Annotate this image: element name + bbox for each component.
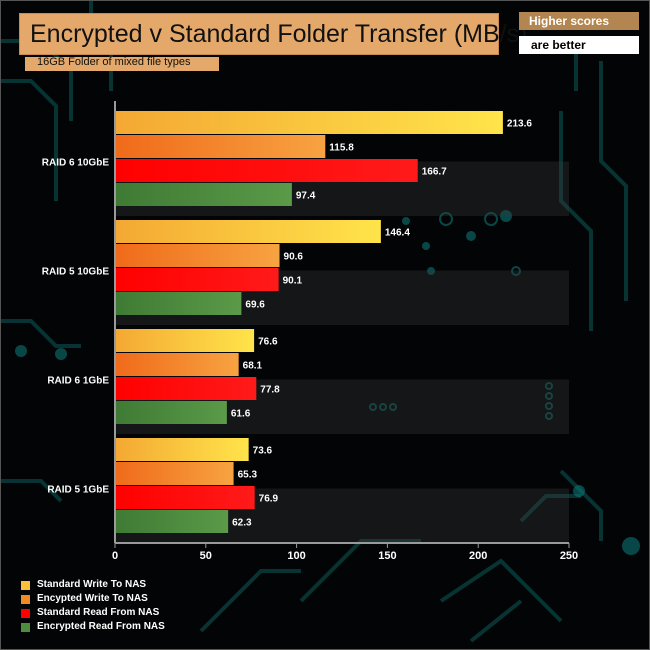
chart-subtitle: 16GB Folder of mixed file types — [37, 56, 191, 68]
legend-label: Encypted Write To NAS — [37, 593, 148, 604]
bar — [115, 159, 418, 182]
bar — [115, 353, 239, 376]
legend-label: Standard Write To NAS — [37, 579, 147, 590]
bar — [115, 292, 242, 315]
chart-title: Encrypted v Standard Folder Transfer (MB… — [30, 20, 528, 48]
bar — [115, 220, 381, 243]
bar-value-label: 115.8 — [329, 143, 354, 154]
bar — [115, 486, 255, 509]
title-box: Encrypted v Standard Folder Transfer (MB… — [19, 13, 527, 55]
bar-value-label: 61.6 — [231, 409, 251, 420]
bar-value-label: 213.6 — [507, 119, 532, 130]
legend-swatch-icon — [21, 609, 30, 618]
legend-swatch-icon — [21, 581, 30, 590]
bar — [115, 244, 280, 267]
bar-value-label: 97.4 — [296, 191, 316, 202]
x-tick-label: 50 — [200, 550, 212, 562]
x-tick-label: 200 — [469, 550, 487, 562]
bar — [115, 268, 279, 291]
bar-value-label: 77.8 — [260, 385, 280, 396]
legend-swatch-icon — [21, 595, 30, 604]
category-label: RAID 5 1GbE — [47, 485, 109, 496]
bar-value-label: 90.6 — [284, 252, 304, 263]
bar — [115, 135, 326, 158]
subtitle-box: 16GB Folder of mixed file types — [25, 56, 219, 71]
category-label: RAID 6 10GbE — [42, 158, 110, 169]
bar-value-label: 76.6 — [258, 337, 278, 348]
higher-scores-note: Higher scores — [519, 12, 639, 30]
bar-value-label: 68.1 — [243, 361, 263, 372]
legend-swatch-icon — [21, 623, 30, 632]
bar — [115, 329, 255, 352]
x-tick-label: 0 — [112, 550, 118, 562]
bar-value-label: 65.3 — [238, 470, 258, 481]
bar — [115, 462, 234, 485]
better-note: are better — [519, 36, 639, 54]
bar-value-label: 90.1 — [283, 276, 303, 287]
x-tick-label: 250 — [560, 550, 578, 562]
bar-value-label: 69.6 — [245, 300, 265, 311]
bar-value-label: 62.3 — [232, 518, 252, 529]
legend-label: Standard Read From NAS — [37, 607, 160, 618]
bar-value-label: 146.4 — [385, 228, 410, 239]
bar-value-label: 166.7 — [422, 167, 447, 178]
note-line-1: Higher scores — [529, 14, 610, 28]
category-label: RAID 5 10GbE — [42, 267, 110, 278]
x-tick-label: 150 — [378, 550, 396, 562]
bar — [115, 377, 257, 400]
bar — [115, 401, 227, 424]
bar-value-label: 73.6 — [253, 446, 273, 457]
bar-value-label: 76.9 — [259, 494, 279, 505]
legend-label: Encrypted Read From NAS — [37, 621, 165, 632]
bar — [115, 510, 229, 533]
bar — [115, 111, 503, 134]
x-tick-label: 100 — [287, 550, 305, 562]
note-line-2: are better — [531, 38, 586, 52]
bar — [115, 183, 292, 206]
category-label: RAID 6 1GbE — [47, 376, 109, 387]
bar — [115, 438, 249, 461]
